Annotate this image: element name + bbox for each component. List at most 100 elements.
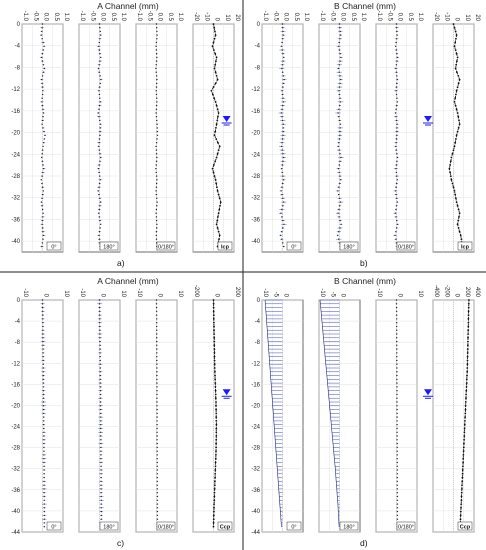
- data-point: [43, 412, 45, 415]
- data-point: [396, 442, 398, 445]
- data-point: [43, 473, 45, 475]
- data-point: [100, 446, 102, 449]
- data-point: [98, 193, 100, 196]
- data-point: [340, 56, 342, 59]
- data-point: [156, 382, 158, 384]
- data-point: [42, 190, 44, 192]
- panel-a-3: -20 -10 0 10 20 Icp: [192, 12, 240, 253]
- data-point: [99, 53, 101, 55]
- x-tick-label: 1.0: [120, 13, 126, 22]
- data-point: [156, 123, 158, 125]
- data-point: [100, 442, 102, 445]
- data-point: [456, 71, 458, 74]
- data-point: [43, 130, 45, 133]
- x-tick-label: -10: [79, 288, 85, 297]
- panel-label: Icp: [461, 244, 470, 250]
- data-point: [281, 216, 283, 218]
- data-point: [395, 49, 397, 51]
- data-point: [43, 439, 45, 441]
- data-point: [282, 242, 284, 244]
- data-point: [282, 127, 284, 129]
- data-point: [396, 78, 398, 81]
- data-point: [100, 461, 102, 464]
- x-tick-label: 1.0: [303, 13, 309, 22]
- data-point: [97, 112, 100, 114]
- data-point: [213, 355, 216, 358]
- data-point: [456, 86, 459, 88]
- data-point: [395, 67, 397, 70]
- data-point: [214, 382, 217, 384]
- data-point: [214, 397, 217, 400]
- subfigure-b: 0 -4 -8 -12 -16 -20 -24 -28 -32 -36 -40 -1.0 -0.5 0.0…: [251, 11, 480, 253]
- data-point: [41, 30, 43, 33]
- y-tick-label: -32: [11, 196, 20, 202]
- data-point: [156, 427, 158, 430]
- data-point: [156, 473, 158, 475]
- data-point: [42, 145, 44, 148]
- data-point: [467, 321, 470, 324]
- data-point: [214, 63, 217, 66]
- data-point: [156, 408, 158, 411]
- data-point: [156, 134, 159, 136]
- y-tick-label: -36: [251, 488, 260, 494]
- x-tick-label: -10: [136, 288, 142, 297]
- data-point: [99, 397, 102, 399]
- data-point: [40, 56, 43, 59]
- data-point: [156, 127, 158, 129]
- data-point: [41, 27, 43, 29]
- data-point: [395, 306, 398, 309]
- data-point: [155, 231, 158, 233]
- data-point: [215, 127, 217, 129]
- data-point: [100, 424, 102, 426]
- data-point: [98, 116, 100, 118]
- data-point: [282, 97, 284, 99]
- data-point: [155, 64, 157, 66]
- data-point: [43, 499, 45, 501]
- data-point: [43, 416, 45, 418]
- data-point: [43, 522, 45, 524]
- y-tick-label: -32: [251, 467, 260, 473]
- data-point: [155, 86, 158, 88]
- data-point: [156, 476, 158, 479]
- data-point: [459, 510, 462, 513]
- x-tick-label: -10: [376, 288, 382, 297]
- data-point: [338, 208, 340, 211]
- data-point: [338, 64, 340, 66]
- x-tick-label: 0.0: [157, 13, 163, 22]
- data-point: [456, 56, 459, 59]
- data-point: [219, 204, 221, 207]
- data-point: [212, 518, 215, 521]
- data-point: [42, 112, 45, 114]
- panel-d-2: -10 0 10 0/180°: [375, 288, 423, 533]
- data-point: [281, 171, 283, 174]
- data-point: [339, 201, 342, 203]
- data-point: [455, 63, 458, 66]
- data-point: [213, 26, 216, 29]
- data-point: [42, 171, 44, 174]
- data-point: [396, 446, 398, 449]
- data-point: [215, 423, 218, 426]
- y-tick-label: -24: [251, 152, 260, 158]
- data-point: [99, 127, 102, 129]
- panel-b-1: -1.0 -0.5 0.0 0.5 1.0 180°: [318, 11, 366, 253]
- data-point: [98, 216, 101, 218]
- data-point: [155, 149, 158, 151]
- data-point: [42, 374, 44, 377]
- data-point: [453, 190, 456, 192]
- panel-c-3: -200 0 200 Ccp: [192, 285, 240, 533]
- panel-label: 0°: [51, 244, 56, 250]
- data-point: [396, 182, 398, 185]
- panel-label-box: [457, 241, 473, 251]
- data-point: [41, 227, 44, 229]
- data-point: [156, 223, 158, 225]
- subfigure-c: 0-4-8-12-16-20-24-28-32-36-40-44-10 0 100°…: [11, 285, 240, 536]
- y-tick-label: -24: [11, 425, 20, 431]
- data-point: [454, 30, 457, 33]
- data-point: [339, 153, 341, 155]
- data-point: [396, 363, 398, 365]
- x-tick-label: 0.5: [350, 13, 356, 22]
- data-point: [156, 363, 158, 365]
- x-tick-label: 0: [454, 18, 460, 22]
- panel-label-box: [156, 241, 176, 251]
- panel-d-3: -400 -200 0 200 400 Ccp: [423, 285, 480, 533]
